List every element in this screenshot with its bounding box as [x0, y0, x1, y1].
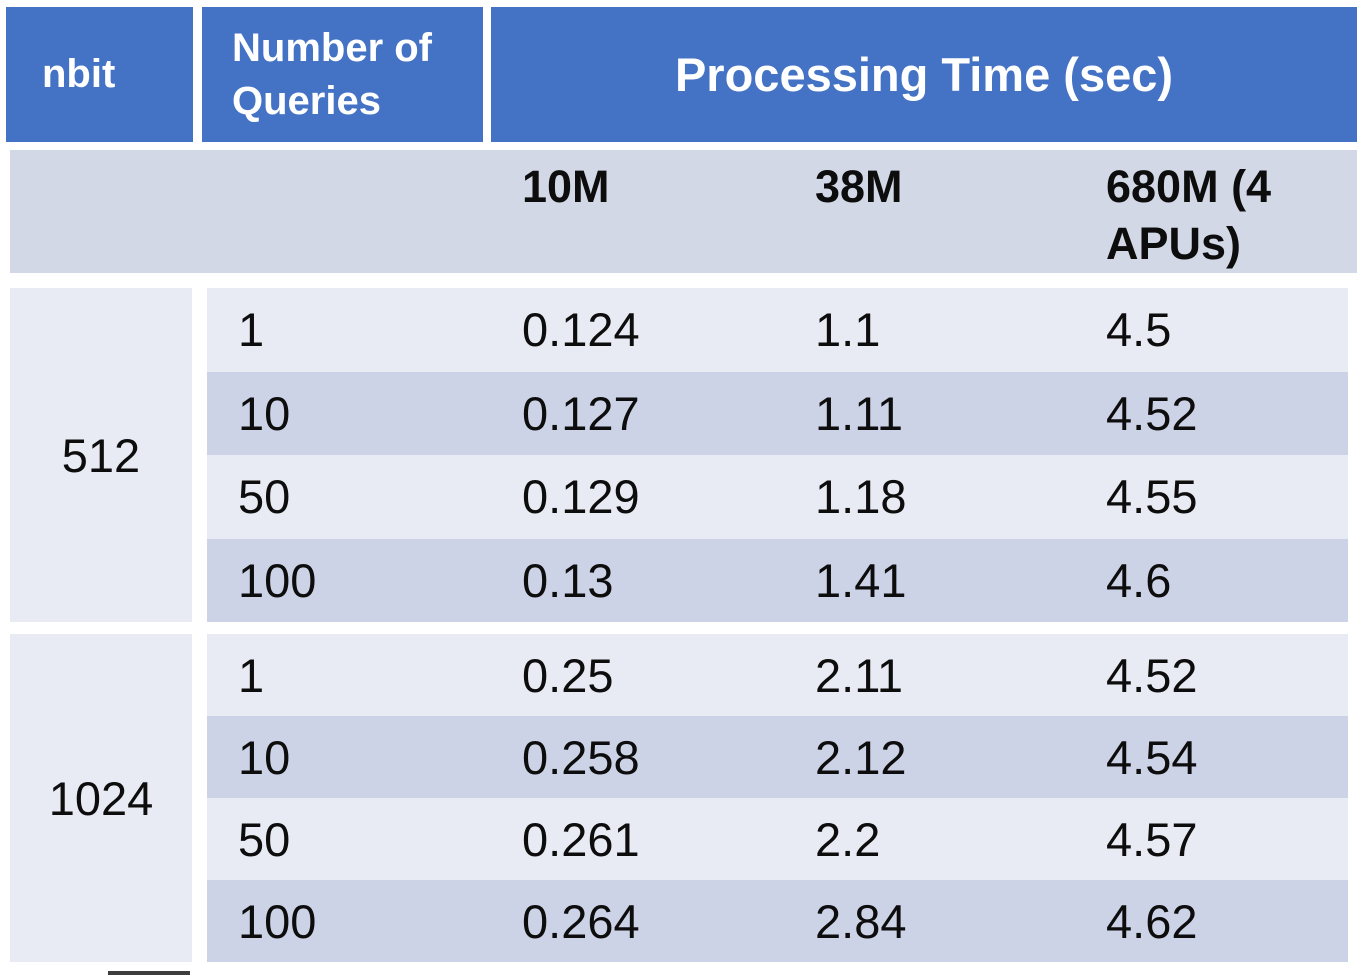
- table-row: 50 0.261 2.2 4.57: [207, 798, 1348, 880]
- table-row: 50 0.129 1.18 4.55: [207, 455, 1348, 539]
- row-group-1024: 1 0.25 2.11 4.52 10 0.258 2.12 4.54 50 0…: [207, 634, 1348, 962]
- queries-cell: 100: [238, 553, 317, 607]
- queries-cell: 100: [238, 894, 317, 948]
- subheader-label-10m: 10M: [522, 161, 610, 212]
- time-680m-cell: 4.57: [1106, 812, 1198, 866]
- subheader-label-38m: 38M: [815, 161, 903, 212]
- time-38m-cell: 1.11: [815, 386, 903, 440]
- queries-cell: 1: [238, 648, 265, 702]
- time-10m-cell: 0.264: [522, 894, 640, 948]
- queries-cell: 50: [238, 812, 291, 866]
- table-row: 100 0.13 1.41 4.6: [207, 538, 1348, 622]
- table-row: 100 0.264 2.84 4.62: [207, 880, 1348, 962]
- nbit-group-cell-1024: 1024: [10, 634, 192, 962]
- time-680m-cell: 4.52: [1106, 386, 1198, 440]
- time-680m-cell: 4.62: [1106, 894, 1198, 948]
- time-680m-cell: 4.52: [1106, 648, 1198, 702]
- time-38m-cell: 2.84: [815, 894, 907, 948]
- table-row: 1 0.124 1.1 4.5: [207, 288, 1348, 372]
- time-10m-cell: 0.13: [522, 553, 614, 607]
- time-680m-cell: 4.5: [1106, 303, 1172, 357]
- queries-cell: 1: [238, 303, 265, 357]
- queries-cell: 10: [238, 386, 291, 440]
- subheader-row: 10M 38M 680M (4 APUs): [10, 150, 1357, 273]
- time-38m-cell: 2.12: [815, 730, 907, 784]
- table-row: 1 0.25 2.11 4.52: [207, 634, 1348, 716]
- queries-cell: 10: [238, 730, 291, 784]
- time-10m-cell: 0.127: [522, 386, 640, 440]
- time-10m-cell: 0.124: [522, 303, 640, 357]
- header-cell-processing-time: Processing Time (sec): [491, 7, 1357, 142]
- header-label-nbit: nbit: [42, 52, 116, 96]
- nbit-value: 512: [61, 428, 141, 482]
- header-cell-number-of-queries: Number of Queries: [202, 7, 483, 142]
- time-10m-cell: 0.129: [522, 470, 640, 524]
- time-680m-cell: 4.6: [1106, 553, 1172, 607]
- subheader-label-680m-4apus: 680M (4 APUs): [1106, 161, 1272, 269]
- time-680m-cell: 4.55: [1106, 470, 1198, 524]
- header-label-number-of-queries: Number of Queries: [232, 25, 432, 123]
- time-38m-cell: 1.1: [815, 303, 881, 357]
- nbit-value: 1024: [48, 771, 154, 825]
- header-cell-nbit: nbit: [6, 7, 193, 142]
- time-10m-cell: 0.25: [522, 648, 614, 702]
- header-label-processing-time: Processing Time (sec): [674, 48, 1174, 101]
- time-680m-cell: 4.54: [1106, 730, 1198, 784]
- time-38m-cell: 2.11: [815, 648, 903, 702]
- table-row: 10 0.127 1.11 4.52: [207, 371, 1348, 455]
- nbit-group-cell-512: 512: [10, 288, 192, 622]
- queries-cell: 50: [238, 470, 291, 524]
- time-38m-cell: 1.18: [815, 470, 907, 524]
- time-10m-cell: 0.261: [522, 812, 640, 866]
- time-10m-cell: 0.258: [522, 730, 640, 784]
- cutoff-element-edge: [108, 971, 190, 975]
- time-38m-cell: 1.41: [815, 553, 907, 607]
- time-38m-cell: 2.2: [815, 812, 881, 866]
- row-group-512: 1 0.124 1.1 4.5 10 0.127 1.11 4.52 50 0.…: [207, 288, 1348, 622]
- table-row: 10 0.258 2.12 4.54: [207, 716, 1348, 798]
